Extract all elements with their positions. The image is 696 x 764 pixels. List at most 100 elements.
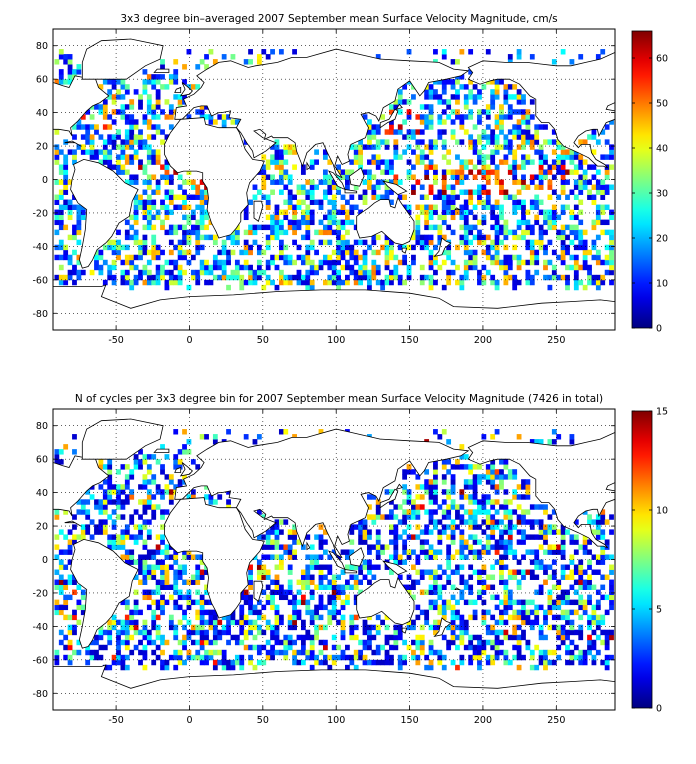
bin-cell (287, 149, 293, 155)
bin-cell (186, 654, 192, 661)
bin-cell (190, 214, 196, 221)
bin-cell (239, 664, 245, 671)
bin-cell (389, 524, 394, 530)
bin-cell (582, 599, 588, 606)
x-tick-label: 150 (400, 715, 418, 726)
chart-title: 3x3 degree bin–averaged 2007 September m… (120, 13, 557, 25)
bin-cell (424, 484, 430, 490)
bin-cell (600, 514, 606, 520)
bin-cell (102, 524, 108, 530)
y-tick-label: 40 (36, 488, 48, 499)
bin-cell (204, 234, 209, 241)
bin-cell (336, 234, 341, 241)
bin-cell (58, 629, 64, 636)
bin-cell (173, 194, 179, 200)
bin-cell (494, 79, 500, 85)
bin-cell (190, 269, 196, 276)
bin-cell (582, 184, 588, 190)
bin-cell (146, 159, 152, 165)
bin-cell (177, 479, 183, 485)
bin-cell (314, 629, 319, 636)
bin-cell (415, 509, 421, 515)
bin-cell (120, 539, 126, 545)
bin-cell (309, 544, 315, 550)
bin-cell (252, 279, 258, 286)
bin-cell (120, 659, 126, 666)
bin-cell (177, 279, 183, 286)
bin-cell (362, 629, 368, 636)
bin-cell (151, 599, 157, 606)
bin-cell (243, 249, 249, 256)
bin-cell (54, 509, 60, 515)
bin-cell (450, 519, 456, 525)
bin-cell (142, 554, 148, 560)
bin-cell (58, 239, 64, 246)
bin-cell (190, 654, 196, 661)
bin-cell (512, 149, 518, 155)
bin-cell (424, 144, 430, 150)
bin-cell (256, 564, 262, 570)
bin-cell (54, 154, 60, 160)
bin-cell (428, 279, 434, 286)
bin-cell (94, 504, 99, 510)
landmass (433, 617, 452, 638)
bin-cell (503, 549, 509, 555)
bin-cell (468, 109, 474, 115)
bin-cell (345, 264, 350, 271)
bin-cell (525, 134, 531, 140)
bin-cell (256, 534, 262, 540)
bin-cell (551, 214, 557, 221)
bin-cell (234, 234, 240, 241)
bin-cell (111, 484, 117, 490)
bin-cell (116, 79, 121, 85)
bin-cell (327, 609, 333, 616)
bin-cell (322, 584, 328, 590)
bin-cell (600, 129, 606, 135)
bin-cell (543, 169, 548, 175)
bin-cell (600, 614, 606, 621)
bin-cell (371, 494, 377, 500)
bin-cell (353, 184, 359, 190)
bin-cell (538, 244, 544, 251)
bin-cell (111, 654, 117, 661)
bin-cell (349, 654, 355, 661)
bin-cell (195, 244, 201, 251)
bin-cell (525, 534, 531, 540)
bin-cell (362, 189, 368, 195)
bin-cell (173, 244, 179, 251)
bin-cell (146, 149, 152, 155)
bin-cell (455, 154, 460, 160)
bin-cell (595, 179, 601, 185)
bin-cell (160, 264, 165, 271)
bin-cell (459, 444, 465, 450)
bin-cell (446, 169, 452, 175)
bin-cell (177, 224, 183, 231)
bin-cell (389, 109, 394, 115)
bin-cell (217, 494, 223, 500)
bin-cell (296, 614, 302, 621)
bin-cell (481, 519, 487, 525)
bin-cell (499, 619, 504, 626)
bin-cell (468, 659, 474, 666)
bin-cell (551, 584, 557, 590)
bin-cell (521, 514, 526, 520)
bin-cell (600, 554, 606, 560)
bin-cell (173, 624, 179, 631)
bin-cell (402, 509, 408, 515)
bin-cell (278, 149, 284, 155)
bin-cell (239, 604, 245, 611)
bin-cell (485, 474, 491, 480)
bin-cell (151, 199, 157, 205)
bin-cell (212, 274, 218, 281)
bin-cell (367, 644, 372, 651)
bin-cell (538, 659, 544, 666)
bin-cell (212, 239, 218, 246)
bin-cell (380, 659, 386, 666)
bin-cell (252, 269, 258, 276)
bin-cell (160, 559, 165, 565)
bin-cell (411, 639, 416, 646)
bin-cell (186, 284, 192, 291)
bin-cell (133, 454, 139, 460)
bin-cell (534, 549, 540, 555)
bin-cell (463, 579, 469, 585)
